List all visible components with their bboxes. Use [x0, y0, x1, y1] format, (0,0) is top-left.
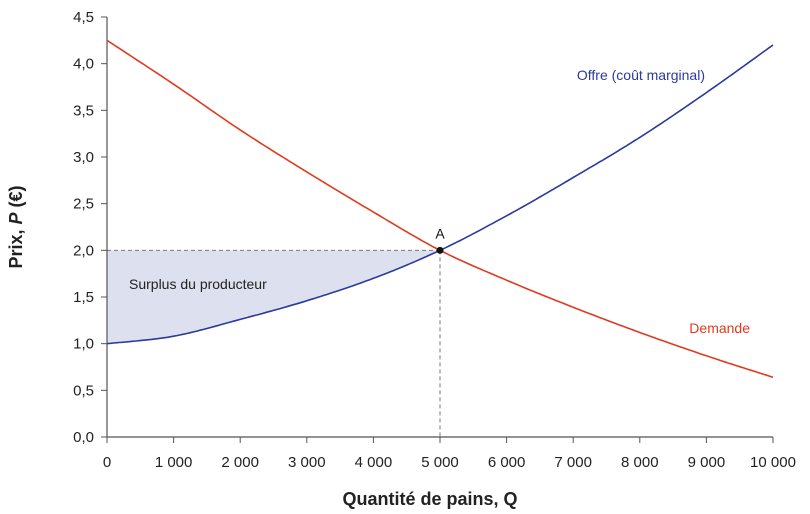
y-tick-label: 2,5 [73, 196, 94, 213]
x-tick-label: 1 000 [155, 454, 193, 471]
x-axis-title: Quantité de pains, Q [342, 489, 517, 509]
x-tick-label: 9 000 [688, 454, 726, 471]
x-tick-label: 7 000 [554, 454, 592, 471]
x-tick-label: 0 [103, 454, 111, 471]
x-tick-label: 10 000 [750, 454, 796, 471]
producer-surplus-area [107, 250, 440, 344]
guide-lines [107, 249, 441, 437]
y-tick-label: 0,5 [73, 382, 94, 399]
y-tick-label: 0,0 [73, 429, 94, 446]
x-tick-label: 6 000 [488, 454, 526, 471]
annotations: A Surplus du producteur Offre (coût margin… [129, 67, 750, 336]
y-tick-label: 1,5 [73, 289, 94, 306]
x-tick-label: 4 000 [355, 454, 393, 471]
y-tick-label: 4,5 [73, 9, 94, 26]
equilibrium-label: A [435, 225, 445, 241]
y-axis-title-unit: (€) [6, 185, 26, 212]
y-axis-ticks: 0,0 0,5 1,0 1,5 2,0 2,5 3,0 3,5 4,0 4,5 [73, 9, 107, 446]
y-axis-title-variable: P [6, 211, 26, 224]
y-tick-label: 1,0 [73, 336, 94, 353]
equilibrium-point [436, 246, 444, 254]
x-tick-label: 8 000 [621, 454, 659, 471]
x-tick-label: 3 000 [288, 454, 326, 471]
x-axis-ticks: 0 1 000 2 000 3 000 4 000 5 000 6 000 7 000 8 00… [103, 437, 796, 471]
y-tick-label: 2,0 [73, 242, 94, 259]
supply-series-label: Offre (coût marginal) [577, 67, 705, 83]
y-axis-title: Prix, P (€) [6, 185, 26, 268]
y-tick-label: 3,0 [73, 149, 94, 166]
y-tick-label: 3,5 [73, 102, 94, 119]
x-tick-label: 5 000 [421, 454, 459, 471]
y-tick-label: 4,0 [73, 56, 94, 73]
demand-series-label: Demande [689, 320, 750, 336]
x-tick-label: 2 000 [221, 454, 259, 471]
y-axis-title-prefix: Prix, [6, 224, 26, 268]
surplus-label: Surplus du producteur [129, 276, 267, 292]
